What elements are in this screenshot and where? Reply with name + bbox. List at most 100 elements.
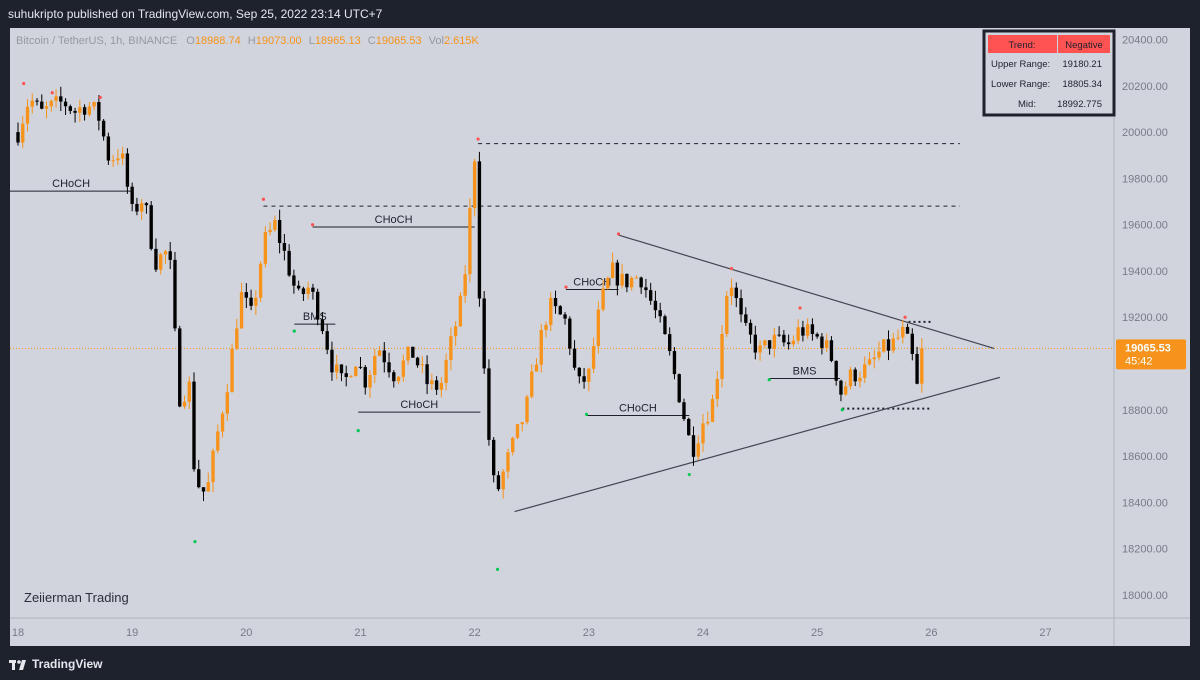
candle-body: [858, 377, 862, 382]
time-tick-label: 25: [811, 627, 823, 639]
candle-body: [729, 287, 734, 296]
candle-body: [49, 100, 53, 107]
candle: [163, 249, 168, 264]
candle: [725, 291, 729, 338]
candle-body: [182, 401, 187, 407]
candle-body: [415, 357, 420, 366]
candle: [230, 343, 234, 393]
candle: [468, 198, 472, 283]
candle-body: [577, 367, 581, 377]
candle-body: [54, 96, 58, 101]
candle-body: [763, 340, 767, 346]
lower-range-label: Lower Range:: [991, 79, 1050, 90]
candle: [78, 99, 82, 122]
candle: [415, 356, 420, 368]
pivot-high-dot: [729, 267, 734, 271]
candle-body: [530, 371, 534, 397]
candle: [368, 370, 372, 398]
pivot-low-dot: [193, 540, 197, 544]
candle-body: [482, 298, 486, 369]
candle-body: [458, 295, 463, 327]
candle-body: [406, 346, 410, 361]
candle: [187, 376, 191, 409]
candle-body: [915, 353, 919, 384]
candle-body: [254, 297, 258, 306]
low-label: L: [309, 35, 315, 47]
time-axis[interactable]: 18 19 20 21 22 23 24 25 26 27: [12, 627, 1052, 639]
candle-body: [411, 346, 415, 358]
pivot-low-dot: [292, 329, 296, 333]
candle: [596, 301, 601, 354]
candle: [753, 325, 758, 360]
candle-body: [834, 360, 838, 381]
candle: [606, 276, 610, 290]
candle: [97, 95, 101, 131]
candle: [192, 372, 196, 472]
time-tick-label: 18: [12, 627, 24, 639]
candle: [615, 259, 620, 296]
candle: [729, 278, 734, 306]
candle: [201, 487, 206, 502]
high-label: H: [248, 35, 256, 47]
candle: [572, 340, 577, 371]
pivot-low-dot: [584, 412, 589, 416]
candle-body: [249, 297, 253, 306]
time-tick-label: 22: [469, 627, 481, 639]
candle-body: [434, 380, 439, 390]
candle: [853, 367, 857, 386]
candle-body: [725, 295, 729, 335]
candle: [125, 148, 130, 194]
candle-body: [492, 439, 496, 476]
candle-body: [901, 326, 905, 338]
candle-body: [396, 376, 401, 382]
candle-body: [239, 292, 244, 329]
candle: [144, 201, 149, 214]
candle: [244, 283, 249, 309]
candle: [663, 314, 667, 335]
candle-body: [468, 208, 472, 275]
candle-body: [173, 259, 177, 329]
candle: [287, 244, 291, 277]
candle-body: [354, 366, 358, 377]
candle: [829, 336, 834, 363]
candle-body: [216, 431, 220, 451]
candle-body: [111, 160, 115, 162]
candle-body: [35, 100, 39, 102]
candle-body: [206, 482, 210, 492]
pivot-low-dot: [840, 408, 844, 412]
candle-body: [920, 348, 924, 384]
candle: [120, 146, 125, 166]
candle-body: [192, 381, 196, 470]
candle-body: [425, 364, 429, 385]
candle: [530, 364, 534, 399]
candle: [653, 290, 658, 319]
candle-body: [658, 310, 662, 317]
candle: [558, 305, 562, 315]
candle-body: [125, 153, 130, 187]
candle-body: [905, 326, 910, 334]
mid-value: 18992.775: [1057, 99, 1102, 110]
candle-body: [706, 421, 710, 424]
chart-frame[interactable]: CHoCH CHoCH BMS CHoCH CHoCH CHoCH BMS 18000.00…: [10, 28, 1190, 646]
candle: [154, 238, 158, 272]
bar-countdown: 45:42: [1125, 355, 1153, 367]
footer-bar: TradingView: [0, 648, 1200, 680]
candle-body: [149, 205, 153, 249]
mid-label: Mid:: [1018, 99, 1036, 110]
candle: [658, 302, 662, 323]
candle-body: [848, 369, 853, 387]
candle: [601, 279, 605, 312]
candle: [21, 116, 25, 149]
candle-body: [710, 399, 715, 422]
candle-body: [68, 106, 72, 111]
candle: [30, 93, 34, 114]
candle-body: [687, 418, 691, 436]
candle-body: [358, 366, 363, 368]
candle: [273, 215, 277, 232]
close-label: C: [368, 35, 376, 47]
candle-body: [235, 328, 239, 349]
candle-body: [748, 322, 753, 335]
candle-body: [791, 340, 796, 345]
candle: [487, 359, 491, 446]
